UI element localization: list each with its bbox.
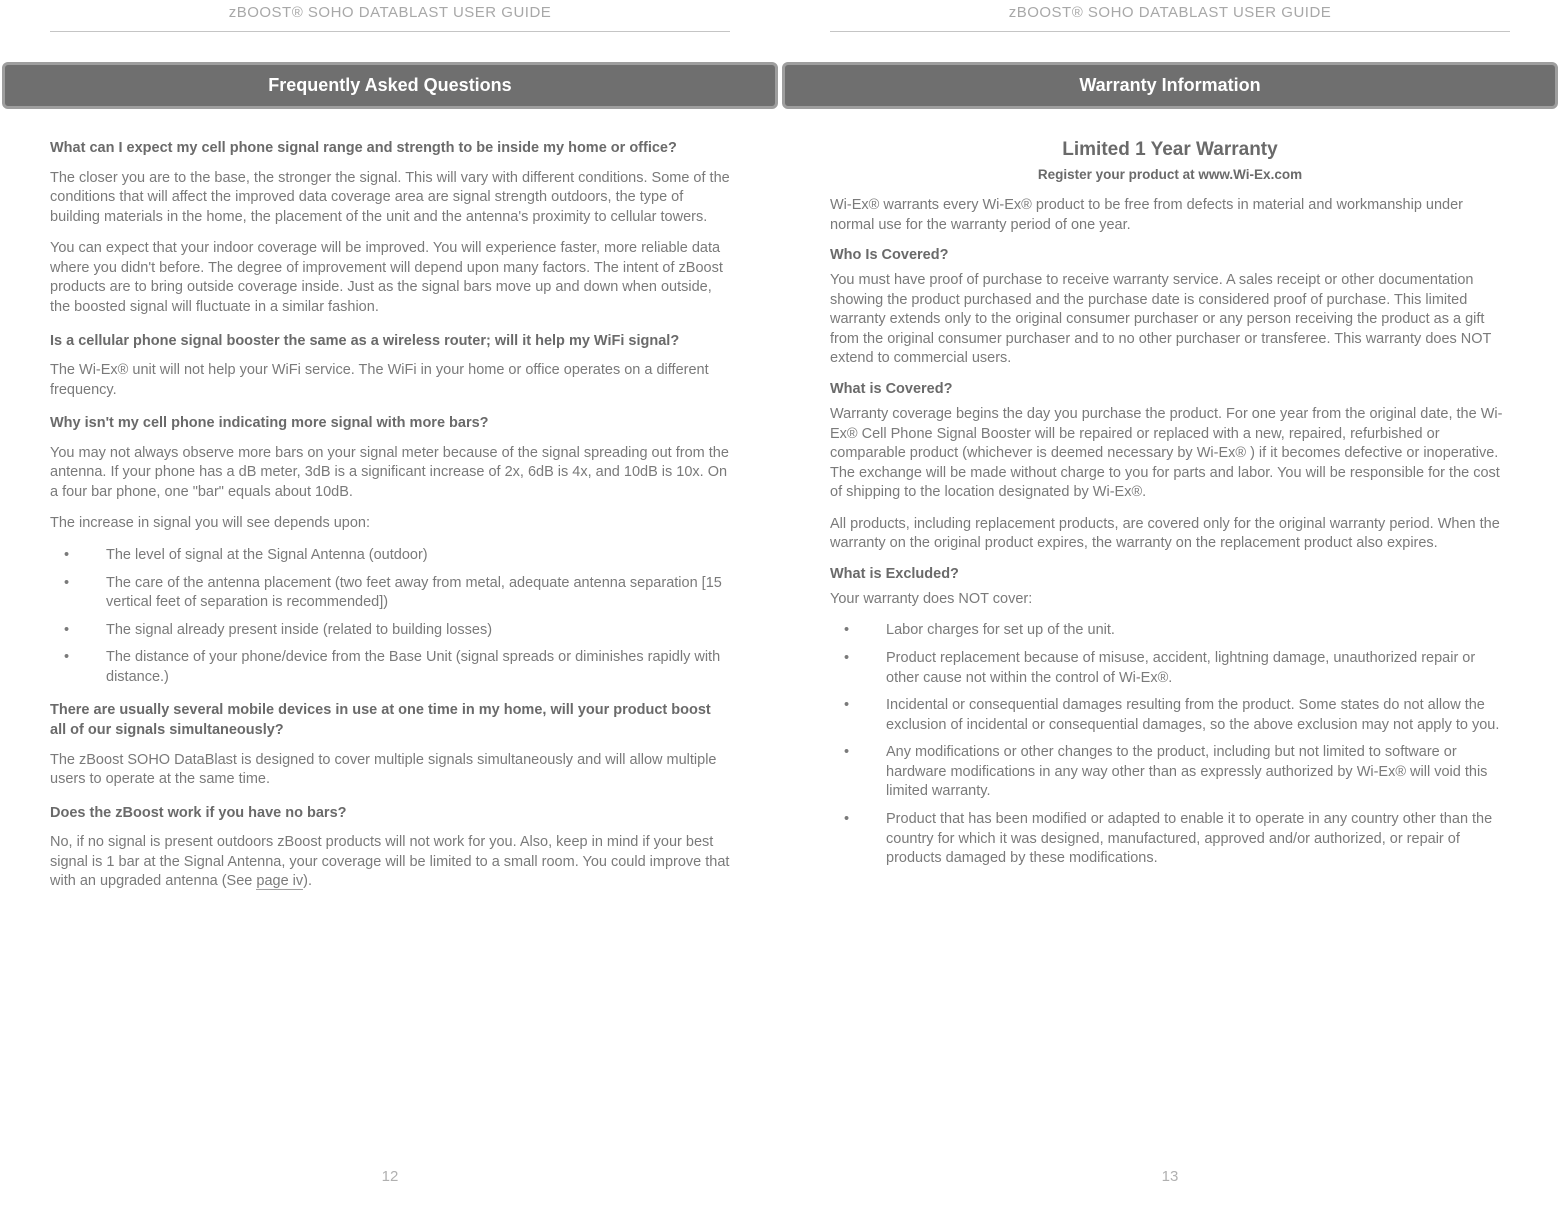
- section-title-warranty: Warranty Information: [782, 62, 1558, 109]
- faq-p2: You can expect that your indoor coverage…: [50, 239, 730, 317]
- content-left: What can I expect my cell phone signal r…: [50, 139, 730, 1148]
- what-excluded-heading: What is Excluded?: [830, 566, 1510, 582]
- faq-p7a: No, if no signal is present outdoors zBo…: [50, 834, 729, 889]
- faq-p3: The Wi-Ex® unit will not help your WiFi …: [50, 361, 730, 400]
- page-header-left: zBOOST® SOHO DATABLAST USER GUIDE: [50, 0, 730, 32]
- faq-q5: Does the zBoost work if you have no bars…: [50, 804, 730, 824]
- faq-p5: The increase in signal you will see depe…: [50, 514, 730, 534]
- faq-p7: No, if no signal is present outdoors zBo…: [50, 833, 730, 892]
- warranty-p4: All products, including replacement prod…: [830, 515, 1510, 554]
- section-title-faq: Frequently Asked Questions: [2, 62, 778, 109]
- list-item: Incidental or consequential damages resu…: [830, 696, 1510, 735]
- page-number-right: 13: [830, 1148, 1510, 1185]
- warranty-p2: You must have proof of purchase to recei…: [830, 271, 1510, 369]
- faq-q1: What can I expect my cell phone signal r…: [50, 139, 730, 159]
- list-item: The level of signal at the Signal Antenn…: [50, 546, 730, 566]
- register-text: Register your product at www.Wi-Ex.com: [830, 167, 1510, 182]
- warranty-p5: Your warranty does NOT cover:: [830, 590, 1510, 610]
- faq-p7b: ).: [303, 873, 312, 889]
- warranty-subtitle: Limited 1 Year Warranty: [830, 139, 1510, 161]
- faq-q3: Why isn't my cell phone indicating more …: [50, 414, 730, 434]
- faq-p4: You may not always observe more bars on …: [50, 444, 730, 503]
- list-item: The signal already present inside (relat…: [50, 621, 730, 641]
- list-item: The care of the antenna placement (two f…: [50, 574, 730, 613]
- what-covered-heading: What is Covered?: [830, 381, 1510, 397]
- warranty-p3: Warranty coverage begins the day you pur…: [830, 405, 1510, 503]
- warranty-p1: Wi-Ex® warrants every Wi-Ex® product to …: [830, 196, 1510, 235]
- page-number-left: 12: [50, 1148, 730, 1185]
- list-item: Product replacement because of misuse, a…: [830, 649, 1510, 688]
- page-header-right: zBOOST® SOHO DATABLAST USER GUIDE: [830, 0, 1510, 32]
- faq-bullets-1: The level of signal at the Signal Antenn…: [50, 546, 730, 687]
- page-iv-link[interactable]: page iv: [256, 873, 303, 890]
- faq-p6: The zBoost SOHO DataBlast is designed to…: [50, 751, 730, 790]
- page-right: zBOOST® SOHO DATABLAST USER GUIDE Warran…: [780, 0, 1560, 1215]
- faq-q4: There are usually several mobile devices…: [50, 701, 730, 740]
- warranty-bullets-1: Labor charges for set up of the unit. Pr…: [830, 621, 1510, 868]
- list-item: Product that has been modified or adapte…: [830, 810, 1510, 869]
- page-left: zBOOST® SOHO DATABLAST USER GUIDE Freque…: [0, 0, 780, 1215]
- faq-q2: Is a cellular phone signal booster the s…: [50, 332, 730, 352]
- list-item: Labor charges for set up of the unit.: [830, 621, 1510, 641]
- list-item: The distance of your phone/device from t…: [50, 648, 730, 687]
- list-item: Any modifications or other changes to th…: [830, 743, 1510, 802]
- content-right: Limited 1 Year Warranty Register your pr…: [830, 139, 1510, 1148]
- who-covered-heading: Who Is Covered?: [830, 247, 1510, 263]
- faq-p1: The closer you are to the base, the stro…: [50, 169, 730, 228]
